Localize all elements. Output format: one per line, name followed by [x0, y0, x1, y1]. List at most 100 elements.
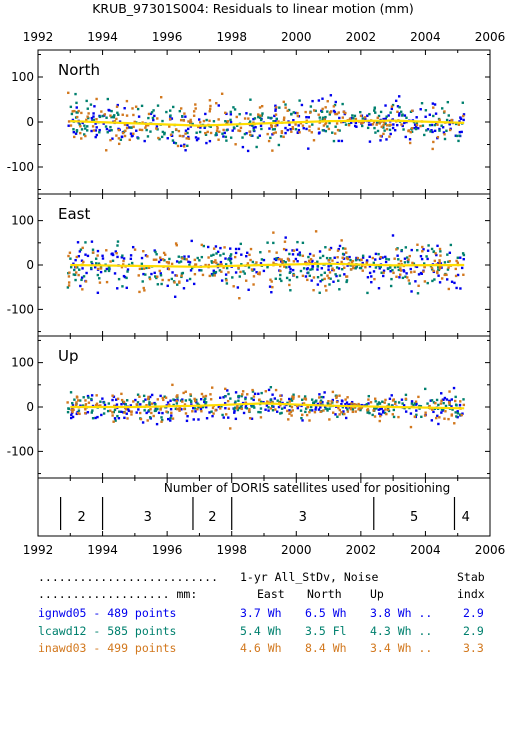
data-point: [407, 260, 410, 264]
data-point: [436, 271, 439, 275]
data-point: [159, 258, 163, 262]
data-point: [366, 114, 369, 117]
data-point: [204, 401, 208, 404]
data-point: [458, 403, 462, 407]
data-point: [305, 127, 308, 131]
data-point: [111, 259, 115, 262]
data-point: [374, 252, 378, 256]
data-point: [133, 120, 136, 124]
data-point: [229, 427, 232, 430]
data-point: [267, 139, 271, 143]
data-point: [282, 135, 285, 139]
data-point: [161, 130, 165, 134]
data-point: [351, 264, 355, 267]
data-point: [81, 288, 84, 291]
data-point: [334, 112, 337, 116]
data-point: [216, 263, 220, 266]
data-point: [291, 127, 295, 130]
data-point: [297, 124, 300, 127]
data-point: [269, 386, 273, 389]
data-point: [360, 406, 363, 410]
header-stdv: 1-yr All_StDv, Noise: [240, 570, 379, 584]
data-point: [212, 271, 216, 275]
data-point: [116, 244, 119, 247]
data-point: [199, 408, 203, 411]
data-point: [181, 257, 184, 260]
data-point: [92, 251, 95, 254]
data-point: [217, 138, 220, 141]
data-point: [237, 395, 240, 398]
data-point: [203, 126, 206, 130]
stats-header-1: .......................... 1-yr All_StDv…: [0, 570, 506, 586]
data-point: [240, 407, 243, 411]
data-point: [226, 389, 229, 392]
stats-header-2: ................... mm: East North Up in…: [0, 587, 506, 603]
data-point: [332, 269, 336, 272]
data-point: [233, 255, 237, 259]
data-point: [428, 123, 432, 127]
data-point: [72, 262, 75, 265]
data-point: [209, 398, 213, 401]
data-point: [174, 242, 178, 245]
data-point: [424, 411, 427, 414]
data-point: [391, 234, 395, 237]
data-point: [364, 266, 367, 269]
data-point: [344, 123, 348, 126]
data-point: [345, 406, 348, 409]
data-point: [80, 259, 84, 262]
data-point: [116, 397, 120, 401]
data-point: [259, 118, 263, 122]
data-point: [138, 267, 142, 271]
row-stab: 2.9: [463, 624, 484, 638]
data-point: [215, 132, 218, 135]
data-point: [288, 404, 292, 408]
data-point: [257, 410, 260, 414]
data-point: [106, 409, 110, 413]
data-point: [321, 254, 325, 258]
data-point: [308, 252, 312, 256]
header-up: Up: [370, 587, 384, 601]
data-point: [222, 252, 225, 256]
data-point: [236, 286, 240, 289]
header-north: North: [307, 587, 342, 601]
data-point: [219, 396, 222, 399]
data-point: [86, 411, 90, 414]
data-point: [367, 394, 370, 398]
data-point: [410, 130, 414, 133]
data-point: [294, 257, 298, 261]
data-point: [432, 250, 436, 253]
data-point: [376, 116, 379, 119]
data-point: [374, 111, 377, 114]
data-point: [371, 413, 374, 417]
data-point: [310, 405, 313, 409]
data-point: [387, 114, 390, 117]
data-point: [143, 139, 146, 143]
data-point: [372, 261, 375, 265]
data-point: [382, 269, 386, 272]
top-tick-label: 1998: [216, 30, 247, 44]
data-point: [262, 400, 265, 404]
data-point: [111, 394, 114, 397]
data-point: [266, 400, 269, 403]
data-point: [426, 128, 430, 131]
data-point: [227, 258, 230, 261]
data-point: [454, 395, 457, 399]
data-point: [369, 401, 373, 404]
data-point: [240, 253, 243, 256]
data-point: [210, 386, 214, 389]
data-point: [239, 126, 243, 130]
data-point: [129, 404, 132, 407]
data-point: [231, 276, 234, 279]
data-point: [90, 411, 93, 414]
data-point: [386, 408, 390, 412]
data-point: [460, 413, 463, 417]
data-point: [432, 114, 435, 118]
data-point: [99, 267, 103, 270]
data-point: [332, 139, 336, 143]
data-point: [208, 139, 212, 143]
data-point: [77, 255, 81, 258]
data-point: [75, 255, 78, 259]
data-point: [295, 248, 299, 251]
data-point: [273, 128, 276, 131]
